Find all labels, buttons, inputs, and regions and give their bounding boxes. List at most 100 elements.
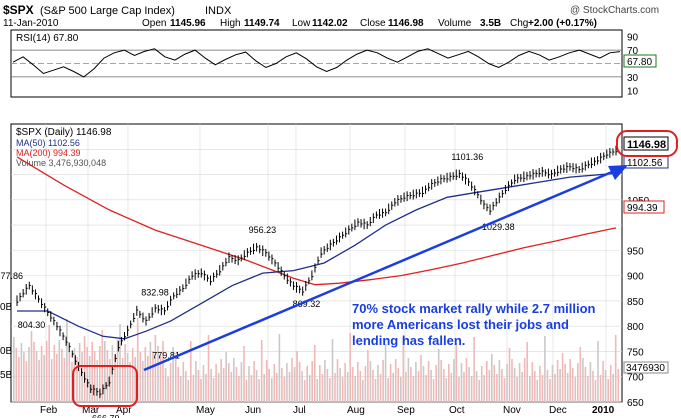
volume-bar bbox=[582, 358, 584, 402]
volume-bar bbox=[594, 380, 597, 402]
volume-bar bbox=[541, 375, 544, 402]
volume-bar bbox=[478, 380, 480, 402]
volume-bar bbox=[354, 376, 356, 402]
volume-bar bbox=[185, 371, 187, 402]
volume-bar bbox=[503, 378, 506, 402]
volume-bar bbox=[344, 363, 346, 402]
symbol: $SPX bbox=[3, 3, 34, 17]
index-name: (S&P 500 Large Cap Index) bbox=[40, 5, 175, 17]
volume-bar bbox=[339, 368, 341, 402]
volume-bar bbox=[450, 373, 453, 402]
volume-bar bbox=[301, 371, 303, 402]
volume-bar bbox=[50, 359, 53, 402]
volume-bar bbox=[265, 360, 268, 402]
volume-bar bbox=[382, 360, 384, 402]
volume-bar bbox=[124, 344, 126, 402]
volume-bar bbox=[43, 355, 45, 402]
volume-bar bbox=[253, 361, 255, 402]
volume-bar bbox=[311, 361, 313, 402]
volume-bar bbox=[463, 372, 465, 402]
volume-bar bbox=[306, 366, 308, 402]
volume-bar bbox=[157, 346, 159, 402]
x-tick-label: Nov bbox=[503, 405, 521, 416]
volume-bar bbox=[250, 375, 253, 402]
volume-bar bbox=[18, 357, 20, 402]
volume-bar bbox=[379, 374, 382, 402]
volume-bar bbox=[147, 356, 149, 402]
volume-bar bbox=[106, 350, 109, 402]
volume-bar bbox=[359, 371, 362, 402]
volume-bar bbox=[86, 347, 88, 402]
volume-bar bbox=[420, 355, 422, 402]
volume-bar bbox=[200, 379, 202, 402]
volume-bar bbox=[506, 364, 508, 402]
x-tick-label: Mar bbox=[82, 405, 100, 416]
volume-bar bbox=[207, 335, 210, 402]
volume-bar bbox=[531, 362, 534, 402]
volume-bar bbox=[162, 341, 164, 402]
volume-bar bbox=[263, 374, 265, 402]
volume-bar bbox=[518, 363, 521, 402]
price-annotation: 666.79 bbox=[92, 414, 120, 418]
rsi-line bbox=[12, 48, 621, 78]
chg-label: Chg bbox=[510, 18, 528, 29]
x-tick-label: Dec bbox=[549, 405, 567, 416]
volume-bar bbox=[357, 362, 359, 402]
legend-price: $SPX (Daily) 1146.98 bbox=[16, 127, 112, 138]
rally-note-line: more Americans lost their jobs and bbox=[352, 317, 569, 332]
volume-bar bbox=[372, 370, 374, 402]
x-tick-label: Feb bbox=[40, 405, 58, 416]
volume-bar bbox=[599, 375, 602, 402]
x-axis: Feb Mar Apr May Jun Jul Aug Sep Oct Nov Dec 2010 bbox=[40, 405, 615, 416]
volume-bar bbox=[445, 378, 448, 402]
volume-bar bbox=[425, 375, 427, 402]
rsi-tick-label: 70 bbox=[627, 46, 639, 57]
volume-bar bbox=[602, 361, 604, 402]
volume-bar bbox=[164, 368, 167, 402]
volume-bar bbox=[432, 379, 435, 402]
rsi-last-badge bbox=[623, 54, 657, 68]
volume-bar bbox=[202, 365, 205, 402]
volume-bar bbox=[283, 377, 286, 402]
volume-bar bbox=[33, 342, 35, 402]
volume-bar bbox=[73, 348, 76, 402]
rsi-tick-label: 90 bbox=[627, 33, 639, 44]
watermark: @ StockCharts.com bbox=[570, 5, 659, 16]
volume-bar bbox=[437, 349, 440, 402]
volume-bar bbox=[235, 367, 238, 402]
x-tick-label: May bbox=[196, 405, 215, 416]
volume-bar bbox=[534, 371, 536, 402]
legend-volume: Volume 3,476,930,048 bbox=[16, 158, 106, 168]
close-value: 1146.98 bbox=[388, 18, 424, 29]
volume-bar bbox=[28, 347, 30, 402]
volume-bar bbox=[448, 364, 450, 402]
volume-bar bbox=[23, 352, 25, 402]
volume-bar bbox=[523, 358, 526, 402]
volume-bar bbox=[30, 331, 33, 402]
volume-bar bbox=[220, 359, 222, 402]
volume-bar bbox=[321, 374, 324, 402]
volume-bar bbox=[56, 354, 58, 402]
volume-bar bbox=[139, 352, 142, 402]
volume-bar bbox=[326, 369, 329, 402]
volume-bar bbox=[308, 375, 311, 402]
volume-bar bbox=[83, 336, 86, 402]
volume-bar bbox=[440, 360, 442, 402]
volume-bar bbox=[415, 362, 417, 402]
volume-bar bbox=[255, 370, 258, 402]
x-tick-label: Jun bbox=[245, 405, 261, 416]
volume-bar bbox=[40, 346, 43, 402]
low-value: 1142.02 bbox=[312, 18, 348, 29]
volume-bar bbox=[549, 379, 551, 402]
exchange: INDX bbox=[205, 5, 232, 17]
volume-last-value: 3476930 bbox=[626, 363, 665, 374]
volume-bar bbox=[195, 361, 197, 402]
volume-axis: 0B 0B 5B bbox=[0, 302, 13, 381]
volume-bar bbox=[260, 340, 263, 402]
volume-bar bbox=[144, 347, 147, 402]
volume-bar bbox=[78, 343, 81, 402]
price-axis: 1050950900850800750700650 bbox=[627, 196, 650, 409]
volume-bar bbox=[488, 370, 491, 402]
volume-bar bbox=[529, 376, 531, 402]
